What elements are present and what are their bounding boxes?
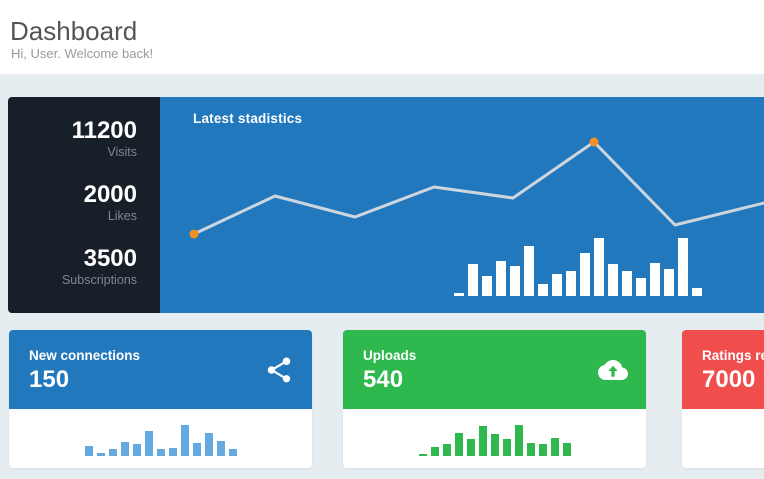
- bar: [650, 263, 660, 296]
- bar: [538, 284, 548, 296]
- bar: [442, 444, 451, 456]
- line-series: [192, 140, 764, 236]
- latest-statistics-panel: Latest stadistics: [160, 97, 764, 313]
- ratings-card[interactable]: Ratings rece 7000: [682, 330, 764, 468]
- welcome-message: Hi, User. Welcome back!: [11, 46, 154, 61]
- bar: [608, 264, 618, 296]
- bar: [84, 446, 93, 456]
- uploads-card[interactable]: Uploads 540: [343, 330, 646, 468]
- ratings-card-header: Ratings rece 7000: [682, 330, 764, 409]
- cloud-upload-icon: [598, 360, 628, 380]
- bar: [580, 253, 590, 296]
- bar: [524, 246, 534, 296]
- data-point-marker: [189, 229, 199, 239]
- ratings-sparkline: [682, 421, 764, 456]
- bar: [622, 271, 632, 296]
- bar: [526, 443, 535, 456]
- bar: [204, 433, 213, 456]
- stat-visits: 11200 Visits: [8, 118, 137, 161]
- bar: [192, 443, 201, 456]
- bar: [664, 269, 674, 296]
- share-icon: [267, 357, 291, 383]
- new-connections-card[interactable]: New connections 150: [9, 330, 312, 468]
- bar: [490, 434, 499, 456]
- bar: [132, 444, 141, 456]
- new-connections-title: New connections: [29, 348, 141, 363]
- bar: [478, 426, 487, 456]
- bar: [96, 453, 105, 456]
- bar: [216, 441, 225, 456]
- new-connections-sparkline: [9, 421, 312, 456]
- data-point-marker: [589, 137, 599, 147]
- visits-value: 11200: [71, 117, 137, 144]
- subscriptions-label: Subscriptions: [61, 273, 137, 287]
- ratings-title: Ratings rece: [702, 348, 764, 363]
- bar: [454, 433, 463, 456]
- statistics-line-chart: [189, 137, 764, 239]
- bar: [156, 449, 165, 456]
- bar: [482, 276, 492, 296]
- new-connections-value: 150: [29, 366, 70, 393]
- uploads-sparkline: [343, 421, 646, 456]
- bar: [228, 449, 237, 456]
- bar: [636, 278, 646, 296]
- stats-summary-panel: 11200 Visits 2000 Likes 3500 Subscriptio…: [8, 97, 160, 313]
- uploads-value: 540: [363, 366, 404, 393]
- likes-value: 2000: [83, 181, 137, 208]
- bar: [418, 454, 427, 456]
- visits-label: Visits: [107, 145, 137, 159]
- bar: [550, 438, 559, 456]
- stat-likes: 2000 Likes: [8, 182, 137, 225]
- bar: [496, 261, 506, 296]
- page-header: Dashboard Hi, User. Welcome back!: [0, 0, 764, 74]
- subscriptions-value: 3500: [83, 245, 137, 272]
- bar: [552, 274, 562, 296]
- bar: [120, 442, 129, 456]
- uploads-card-body: [343, 409, 646, 468]
- bar: [108, 449, 117, 456]
- statistics-panel-title: Latest stadistics: [193, 111, 303, 126]
- bar: [692, 288, 702, 296]
- bar: [430, 447, 439, 456]
- ratings-value: 7000: [702, 366, 756, 393]
- bar: [468, 264, 478, 296]
- uploads-title: Uploads: [363, 348, 417, 363]
- bar: [510, 266, 520, 296]
- likes-label: Likes: [107, 209, 137, 223]
- bar: [538, 444, 547, 456]
- new-connections-card-body: [9, 409, 312, 468]
- stat-subscriptions: 3500 Subscriptions: [8, 246, 137, 289]
- new-connections-card-header: New connections 150: [9, 330, 312, 409]
- bar: [144, 431, 153, 456]
- bar: [502, 439, 511, 456]
- bar: [466, 439, 475, 456]
- bar: [514, 425, 523, 456]
- bar: [594, 238, 604, 296]
- bar: [566, 271, 576, 296]
- page-title: Dashboard: [10, 16, 138, 46]
- bar: [180, 425, 189, 456]
- bar: [454, 293, 464, 296]
- statistics-bar-chart: [452, 236, 704, 296]
- bar: [562, 443, 571, 456]
- bar: [678, 238, 688, 296]
- bar: [168, 448, 177, 456]
- uploads-card-header: Uploads 540: [343, 330, 646, 409]
- ratings-card-body: [682, 409, 764, 468]
